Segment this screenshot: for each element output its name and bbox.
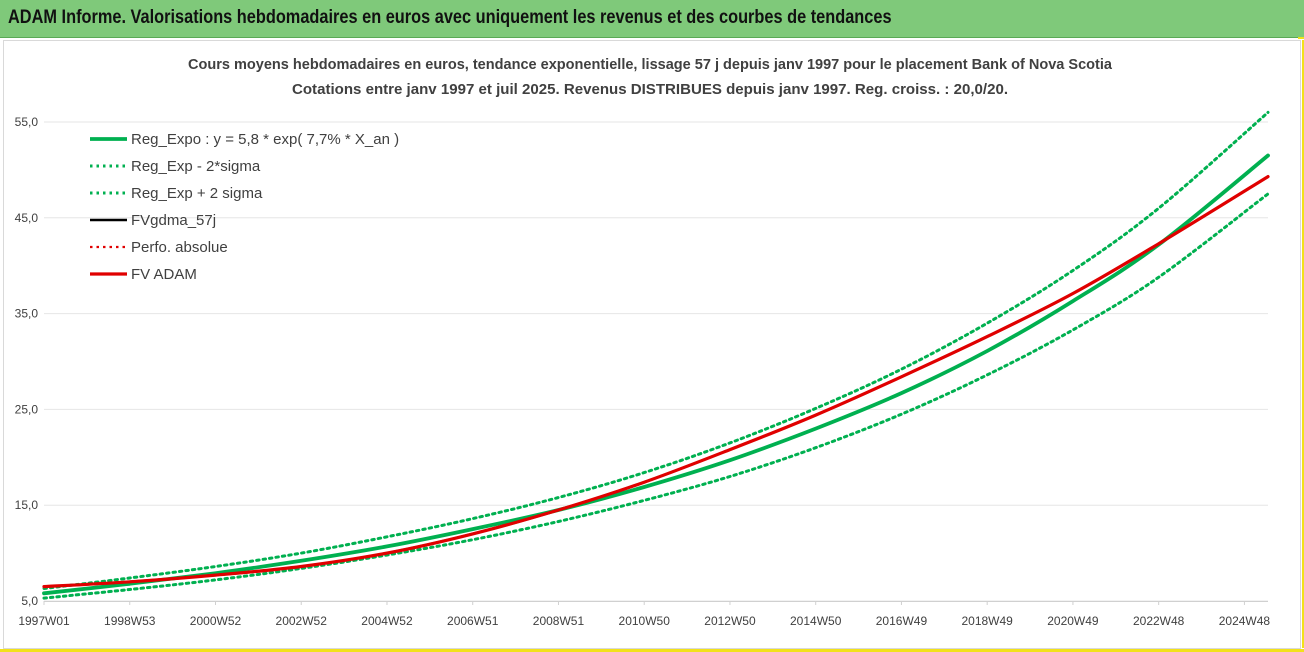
y-tick-label: 15,0 bbox=[15, 498, 39, 512]
report-title: ADAM Informe. Valorisations hebdomadaire… bbox=[8, 7, 892, 28]
x-tick-label: 2020W49 bbox=[1047, 614, 1099, 628]
x-tick-label: 2012W50 bbox=[704, 614, 756, 628]
y-tick-label: 35,0 bbox=[15, 307, 39, 321]
x-tick-label: 2022W48 bbox=[1133, 614, 1185, 628]
x-tick-label: 1998W53 bbox=[104, 614, 156, 628]
right-edge-accent bbox=[1302, 40, 1304, 648]
x-tick-label: 2002W52 bbox=[276, 614, 328, 628]
series-line-reg-exp-2-sigma bbox=[42, 110, 1270, 590]
corner-accent bbox=[1298, 37, 1304, 39]
series-line-reg-exp-2-sigma bbox=[42, 192, 1270, 600]
x-tick-label: 2010W50 bbox=[619, 614, 671, 628]
chart-subtitle: Cotations entre janv 1997 et juil 2025. … bbox=[292, 82, 1008, 98]
bottom-edge-accent bbox=[0, 649, 1304, 652]
x-tick-label: 2006W51 bbox=[447, 614, 499, 628]
series-lines bbox=[42, 110, 1270, 600]
y-tick-label: 5,0 bbox=[21, 594, 38, 608]
y-tick-labels: 5,0 15,0 25,0 35,0 45,0 55,0 bbox=[15, 115, 39, 608]
chart-title: Cours moyens hebdomadaires en euros, ten… bbox=[188, 57, 1113, 73]
x-tick-label: 2018W49 bbox=[961, 614, 1013, 628]
legend-label: FVgdma_57j bbox=[131, 212, 216, 229]
series-line-fv-adam bbox=[42, 175, 1270, 589]
legend-label: Reg_Expo : y = 5,8 * exp( 7,7% * X_an ) bbox=[131, 131, 399, 148]
x-tick-label: 2000W52 bbox=[190, 614, 242, 628]
legend: Reg_Expo : y = 5,8 * exp( 7,7% * X_an ) R… bbox=[90, 131, 399, 283]
legend-label: FV ADAM bbox=[131, 266, 197, 283]
legend-label: Reg_Exp + 2 sigma bbox=[131, 185, 263, 202]
chart-frame bbox=[3, 40, 1301, 649]
x-tick-label: 2024W48 bbox=[1219, 614, 1271, 628]
x-tick-label: 2008W51 bbox=[533, 614, 585, 628]
x-tick-labels: 1997W01 1998W53 2000W52 2002W52 2004W52 2006W… bbox=[18, 614, 1270, 628]
report-header: ADAM Informe. Valorisations hebdomadaire… bbox=[0, 0, 1304, 38]
series-line-reg-expo-y-5-8-exp-7-7-x-an bbox=[42, 153, 1270, 596]
y-tick-label: 25,0 bbox=[15, 402, 39, 416]
x-tick-label: 2014W50 bbox=[790, 614, 842, 628]
y-tick-label: 55,0 bbox=[15, 115, 39, 129]
y-tick-label: 45,0 bbox=[15, 211, 39, 225]
x-tick-label: 2004W52 bbox=[361, 614, 413, 628]
x-tick-label: 2016W49 bbox=[876, 614, 928, 628]
legend-label: Perfo. absolue bbox=[131, 239, 228, 256]
legend-label: Reg_Exp - 2*sigma bbox=[131, 158, 261, 175]
x-tick-label: 1997W01 bbox=[18, 614, 70, 628]
grid-lines bbox=[43, 121, 1268, 605]
